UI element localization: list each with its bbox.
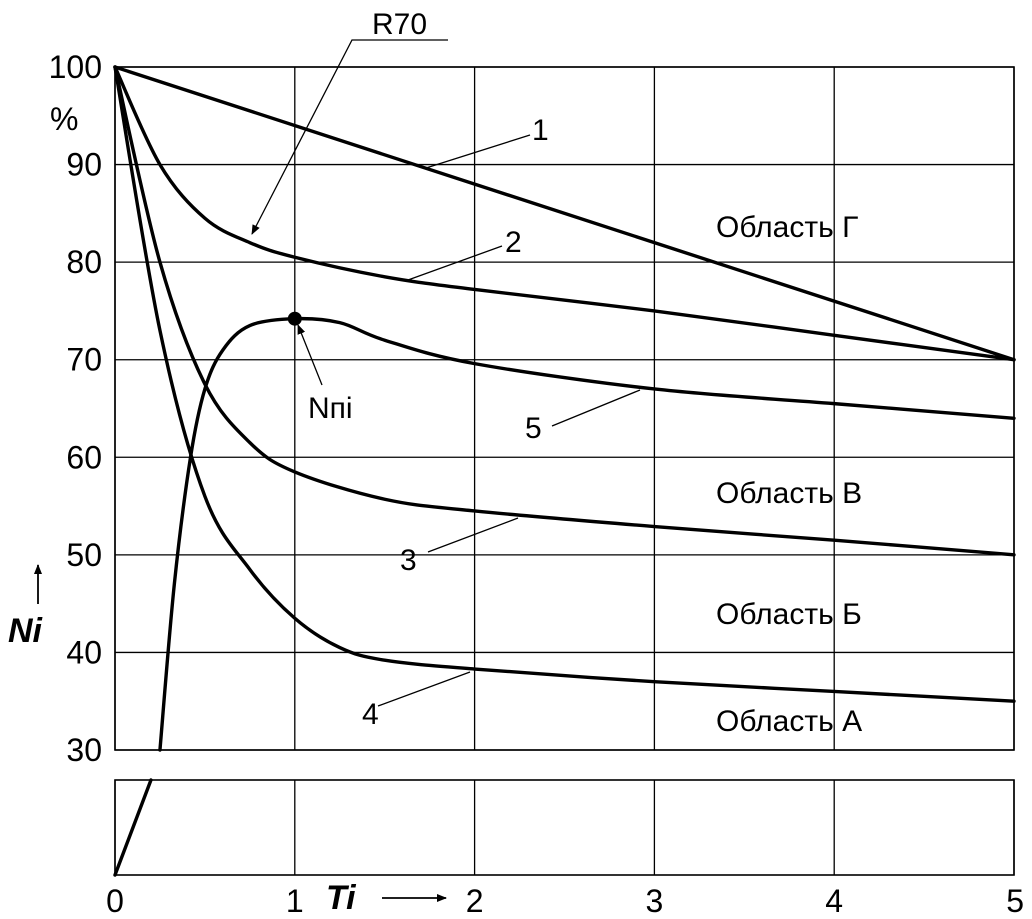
x-tick-label: 4: [825, 883, 843, 919]
lower-panel-frame: [114, 779, 1015, 876]
curve-1-label: 1: [532, 114, 549, 147]
peak-leader: [297, 324, 323, 386]
y-axis-label: Ni: [8, 612, 44, 650]
curve-4-leader: [377, 671, 471, 707]
y-tick-label: 100: [49, 49, 102, 85]
x-tick-label: 3: [646, 883, 664, 919]
series-lines: [113, 65, 1016, 877]
r70-label: R70: [372, 8, 427, 41]
curve-2-label: 2: [505, 226, 522, 259]
y-tick-label: 90: [66, 147, 102, 183]
curve-5-leader: [551, 389, 641, 427]
x-tick-label: 2: [466, 883, 484, 919]
series-line-5: [158, 316, 1016, 752]
tick-labels: 30 40 50 60 70 80 90 100 0 1 2 3 4 5: [49, 49, 1024, 919]
peak-point: [287, 311, 302, 326]
region-g-label: Область Г: [716, 211, 858, 244]
peak-label: Nпi: [308, 392, 353, 425]
region-a-label: Область А: [716, 705, 862, 738]
curve-5-label: 5: [525, 412, 542, 445]
curve-3-label: 3: [400, 544, 417, 577]
curve-1-leader: [425, 134, 531, 169]
y-tick-label: 70: [66, 342, 102, 378]
curve-4-label: 4: [362, 698, 379, 731]
series-line-3: [113, 65, 1016, 557]
y-tick-label: 40: [66, 634, 102, 670]
grid: [114, 66, 1015, 876]
y-tick-label: 60: [66, 439, 102, 475]
x-axis-label: Ti: [326, 879, 357, 917]
series-line-1: [113, 65, 1016, 362]
x-tick-label: 1: [286, 883, 304, 919]
series-line-4: [113, 65, 1016, 703]
region-b-label: Область Б: [716, 598, 862, 631]
y-tick-label: 50: [66, 537, 102, 573]
curve-3-leader: [427, 517, 519, 553]
curve-2-leader: [407, 245, 503, 281]
r70-leader: [251, 39, 448, 235]
y-tick-label: 30: [66, 732, 102, 768]
series-line-2: [113, 65, 1016, 362]
lower-panel-line: [113, 778, 153, 877]
region-v-label: Область В: [716, 477, 862, 510]
x-tick-label: 0: [106, 883, 124, 919]
x-tick-label: 5: [1006, 883, 1024, 919]
y-unit-label: %: [50, 101, 78, 137]
y-tick-label: 80: [66, 244, 102, 280]
